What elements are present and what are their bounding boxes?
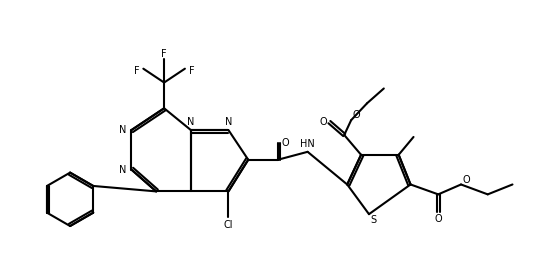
Text: O: O xyxy=(435,214,442,224)
Text: F: F xyxy=(133,66,139,76)
Text: HN: HN xyxy=(300,139,315,149)
Text: O: O xyxy=(281,138,289,148)
Text: O: O xyxy=(320,117,327,127)
Text: F: F xyxy=(162,49,167,59)
Text: Cl: Cl xyxy=(224,220,233,230)
Text: N: N xyxy=(187,117,195,127)
Text: O: O xyxy=(462,174,470,185)
Text: S: S xyxy=(371,215,377,225)
Text: N: N xyxy=(119,165,126,175)
Text: O: O xyxy=(352,110,360,120)
Text: F: F xyxy=(189,66,195,76)
Text: N: N xyxy=(225,117,232,127)
Text: N: N xyxy=(119,125,126,135)
